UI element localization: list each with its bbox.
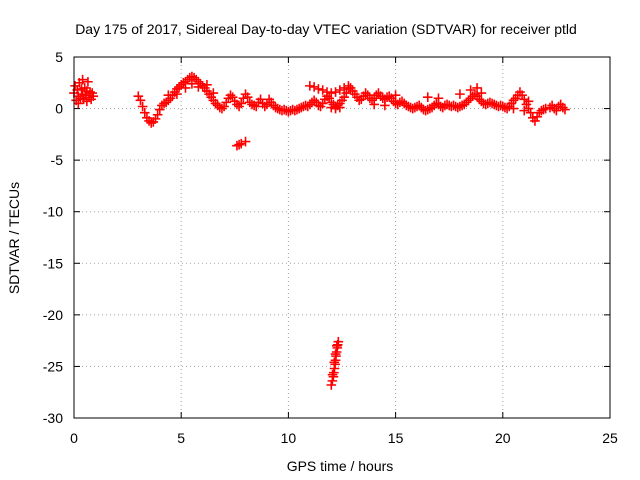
x-tick-label: 20: [495, 430, 511, 446]
y-tick-label: -15: [43, 255, 63, 271]
x-tick-label: 5: [177, 430, 185, 446]
data-point: [519, 105, 530, 116]
data-point: [327, 369, 338, 380]
data-point: [422, 92, 433, 103]
data-point: [333, 336, 344, 347]
data-point: [137, 101, 148, 112]
data-point: [476, 88, 487, 98]
data-point: [326, 88, 337, 98]
data-point: [330, 349, 341, 359]
data-point: [88, 91, 99, 101]
data-point: [335, 102, 345, 113]
y-tick-label: -30: [43, 410, 63, 426]
data-point: [139, 107, 150, 118]
data-point: [163, 90, 174, 100]
data-point: [242, 92, 253, 103]
data-point: [525, 107, 536, 118]
data-point: [82, 96, 92, 107]
data-point: [152, 109, 163, 120]
data-point: [380, 100, 390, 111]
y-tick-labels: 5 0 -5 -10 -15 -20 -25 -30: [43, 49, 63, 426]
data-point: [332, 341, 342, 351]
data-point: [193, 82, 204, 92]
data-point: [240, 136, 251, 147]
y-tick-label: 5: [55, 49, 63, 65]
data-point: [330, 103, 341, 114]
x-tick-label: 0: [70, 430, 78, 446]
data-point: [369, 99, 379, 110]
data-point: [77, 74, 88, 85]
y-tick-label: -25: [43, 358, 63, 374]
y-axis-label: SDTVAR / TECUs: [6, 182, 22, 294]
x-tick-labels: 0 5 10 15 20 25: [70, 430, 618, 446]
data-point: [390, 90, 401, 100]
data-point: [180, 83, 191, 93]
data-point: [326, 102, 337, 113]
data-point: [313, 84, 324, 94]
data-point: [322, 87, 332, 97]
y-tick-label: 0: [55, 101, 63, 117]
data-point: [73, 98, 84, 109]
x-axis-label: GPS time / hours: [287, 458, 394, 474]
data-point: [208, 88, 219, 98]
data-point: [305, 81, 315, 91]
data-point: [343, 81, 354, 91]
data-point: [329, 357, 340, 368]
data-points: [69, 71, 570, 390]
data-point: [523, 96, 534, 107]
data-point: [560, 104, 570, 115]
chart-title: Day 175 of 2017, Sidereal Day-to-day VTE…: [75, 21, 577, 37]
data-point: [187, 79, 197, 89]
data-point: [465, 85, 476, 95]
grid: [74, 57, 610, 418]
data-point: [135, 95, 146, 106]
data-point: [72, 85, 83, 95]
x-tick-label: 10: [281, 430, 297, 446]
data-point: [508, 103, 519, 114]
data-point: [540, 103, 551, 114]
data-point: [83, 76, 93, 87]
data-point: [202, 80, 212, 90]
y-tick-label: -10: [43, 204, 63, 220]
x-tick-label: 25: [602, 430, 618, 446]
data-point: [433, 93, 444, 104]
data-point: [172, 89, 182, 99]
x-tick-label: 15: [388, 430, 404, 446]
data-point: [236, 98, 247, 109]
y-tick-label: -20: [43, 307, 63, 323]
data-point: [326, 380, 337, 390]
data-point: [234, 139, 244, 150]
plot-frame: [73, 56, 611, 419]
y-tick-label: -5: [51, 152, 64, 168]
data-point: [455, 89, 465, 99]
data-point: [472, 83, 482, 93]
